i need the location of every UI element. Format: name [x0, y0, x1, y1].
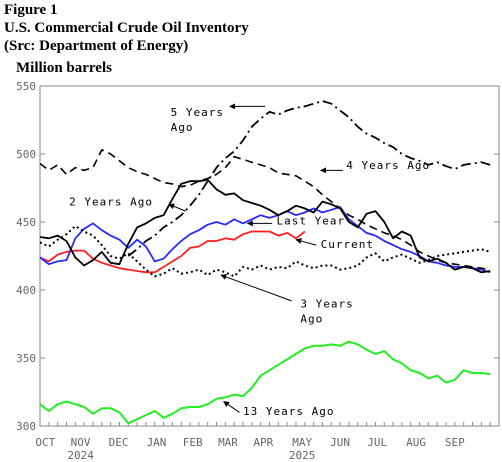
x-tick-label: SEP	[445, 436, 465, 449]
figure-number: Figure 1	[4, 2, 58, 18]
annotation-label: 5 Years	[171, 106, 224, 119]
series-line-last-year	[39, 206, 491, 274]
y-tick-label: 550	[16, 80, 36, 93]
annotation-label: Last Year	[277, 215, 346, 228]
x-tick-label: APR	[253, 436, 273, 449]
chart-source: (Src: Department of Energy)	[4, 38, 189, 54]
y-tick-label: 350	[16, 352, 36, 365]
series-line-5-years-ago	[127, 100, 491, 257]
annotation-label: 4 Years Ago	[346, 159, 430, 172]
x-year-label: 2024	[67, 449, 94, 462]
annotation-label: 2 Years Ago	[69, 196, 153, 209]
y-axis-units: Million barrels	[16, 60, 112, 76]
x-tick-label: NOV	[71, 436, 91, 449]
y-tick-label: 500	[16, 148, 36, 161]
y-tick-label: 400	[16, 284, 36, 297]
annotation-label: Current	[321, 238, 374, 251]
annotation-label: 13 Years Ago	[243, 405, 334, 418]
annotation-arrow	[295, 238, 317, 246]
series-line-3-years-ago	[39, 225, 491, 278]
series-annotations: 5 Years Ago 4 Years Ago 2 Years Ago Last Yea…	[69, 103, 430, 418]
annotation-label: Ago	[171, 121, 194, 134]
x-tick-label: MAY	[292, 436, 312, 449]
series-lines	[39, 100, 491, 425]
x-tick-label: JUL	[367, 436, 387, 449]
series-line-13-years-ago	[39, 340, 491, 425]
x-tick-label: JUN	[330, 436, 350, 449]
annotation-arrow	[220, 274, 292, 302]
series-line-4-years-ago	[39, 149, 491, 271]
series-line-2-years-ago	[39, 178, 491, 274]
x-tick-label: OCT	[35, 436, 55, 449]
chart-title: U.S. Commercial Crude Oil Inventory	[4, 20, 249, 36]
annotation-label: Ago	[300, 313, 323, 326]
x-tick-label: DEC	[109, 436, 129, 449]
annotation-arrow	[168, 203, 186, 212]
series-line-current	[39, 230, 306, 274]
axis-ticks: 300 350 400 450 500 550 OCT NOV DEC JAN FEB MAR APR M…	[16, 80, 500, 462]
x-year-label: 2025	[289, 449, 316, 462]
x-tick-label: AUG	[406, 436, 426, 449]
annotation-arrow	[223, 401, 240, 413]
x-tick-label: JAN	[147, 436, 167, 449]
y-tick-label: 450	[16, 216, 36, 229]
y-tick-label: 300	[16, 420, 36, 433]
annotation-label: 3 Years	[300, 298, 353, 311]
x-tick-label: MAR	[218, 436, 238, 449]
x-tick-label: FEB	[183, 436, 203, 449]
